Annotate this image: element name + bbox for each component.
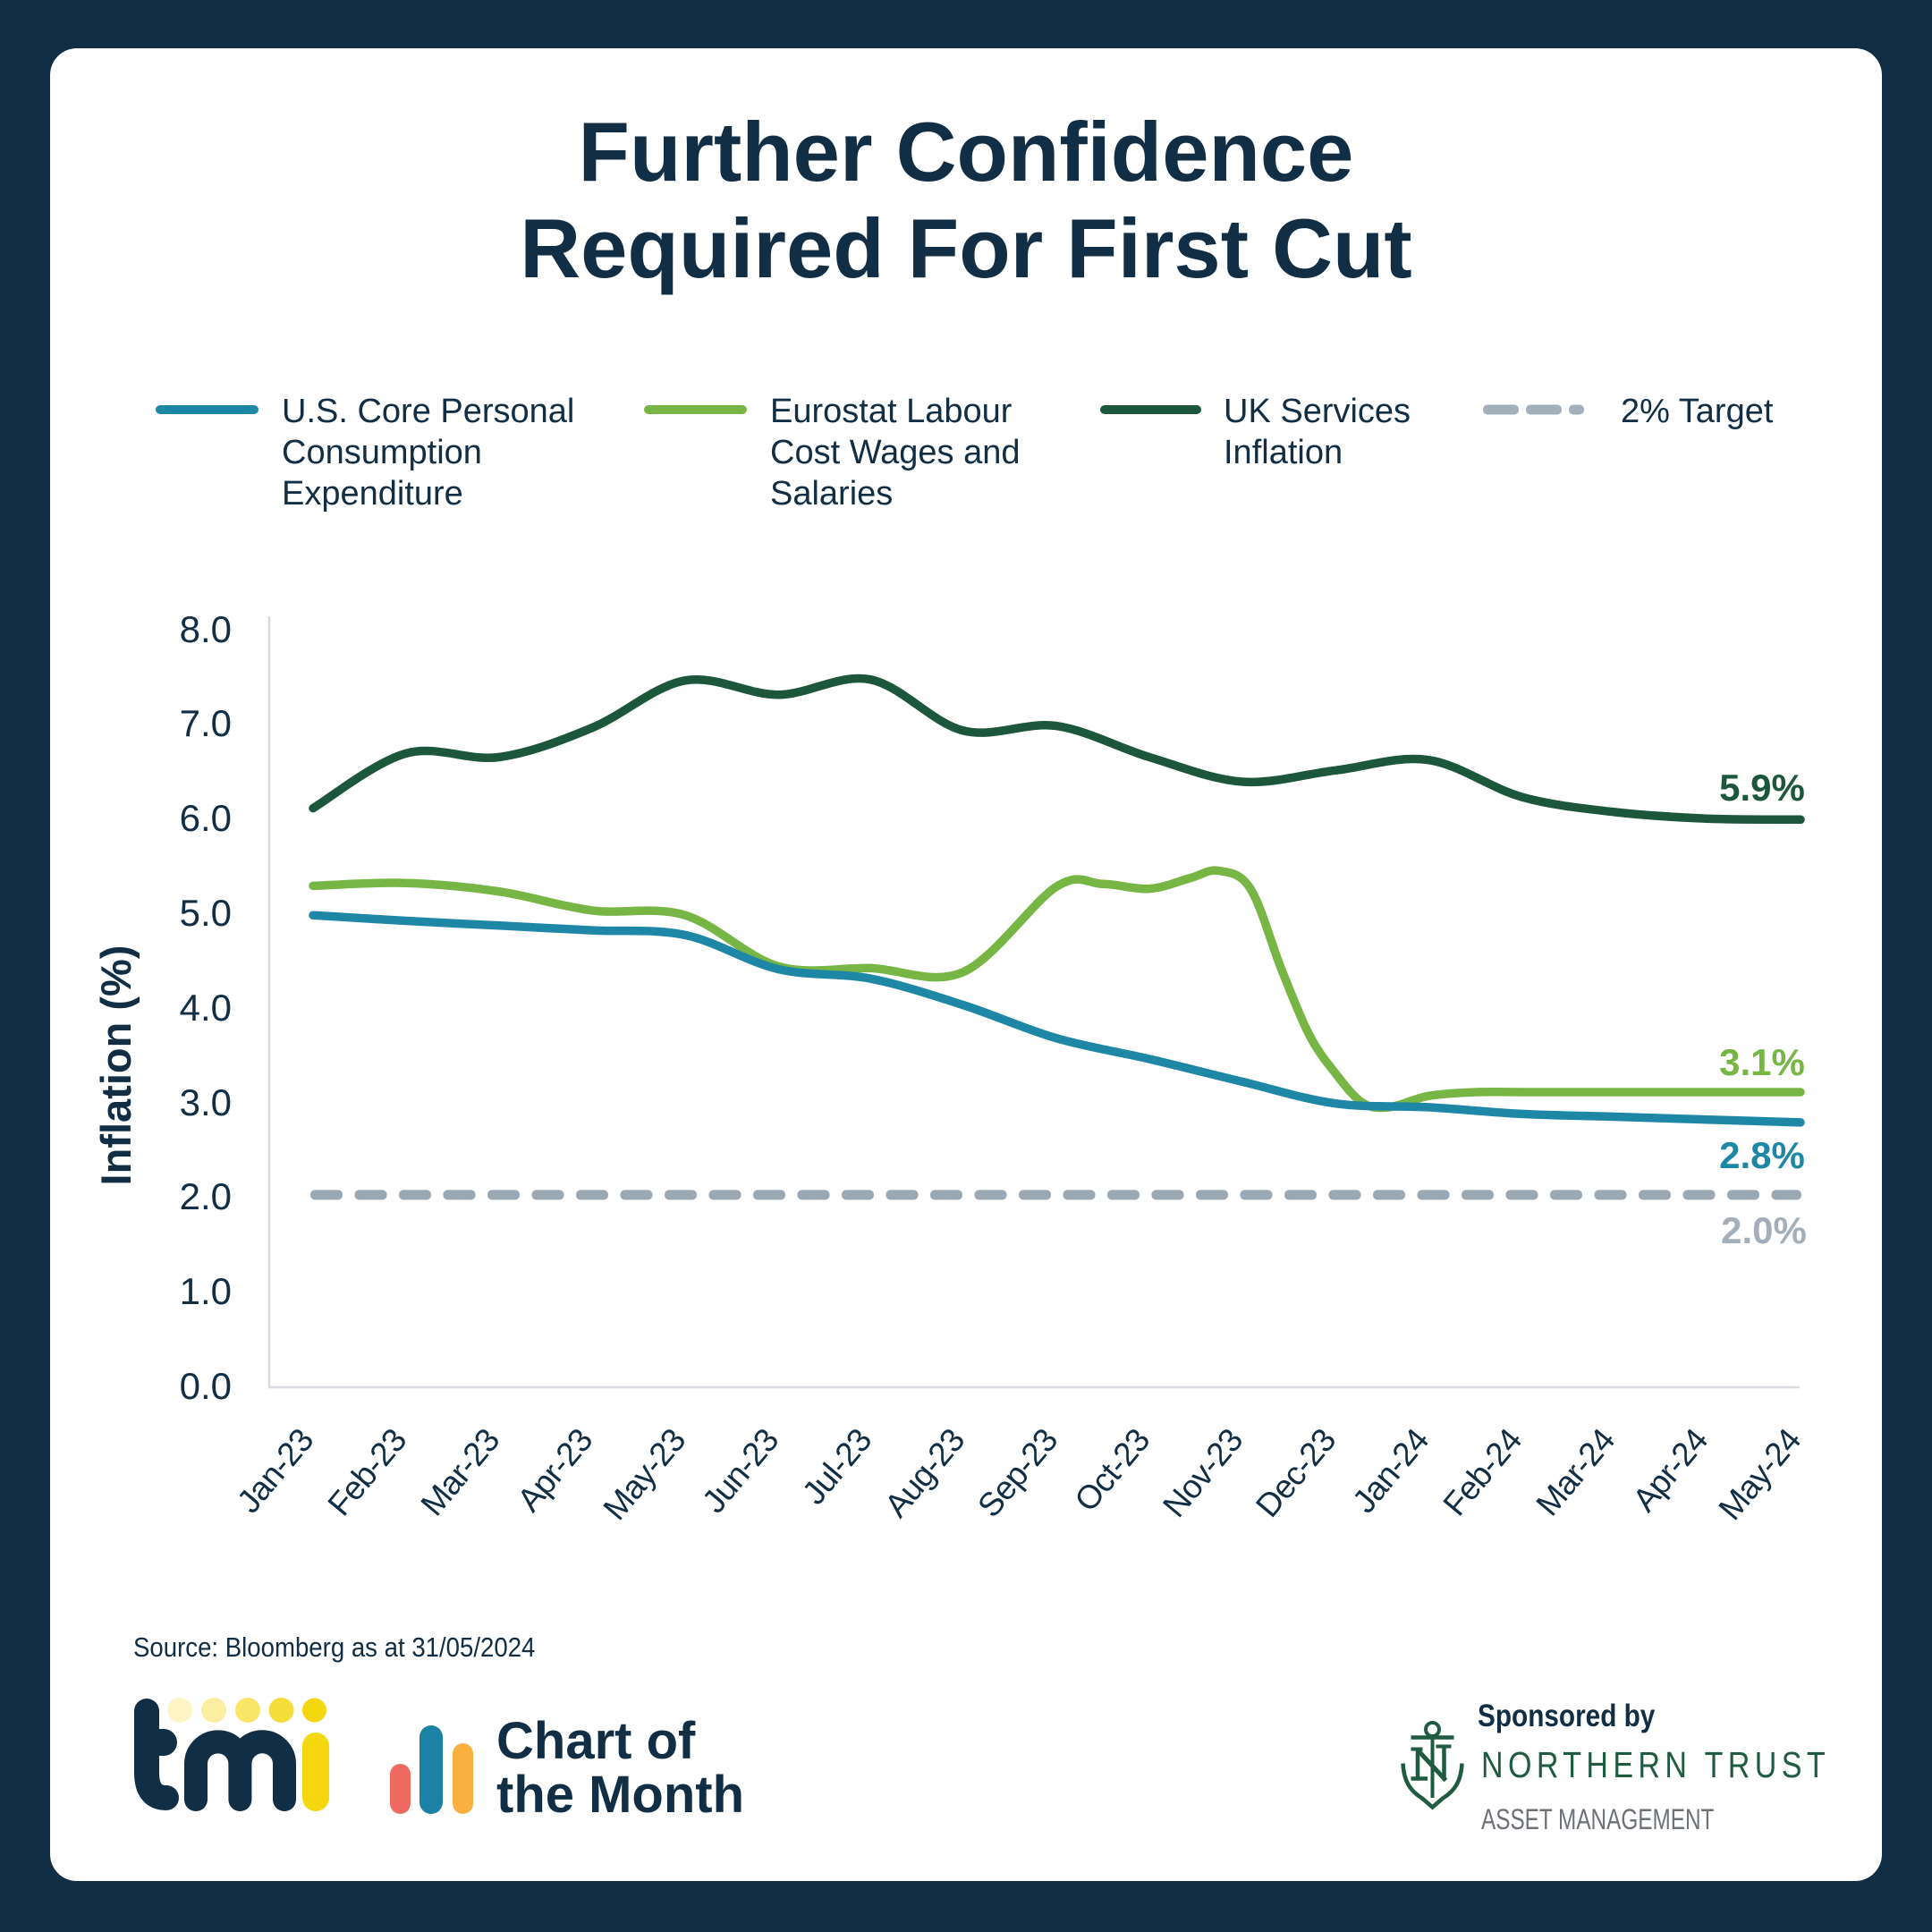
svg-text:Feb-23: Feb-23 (320, 1422, 413, 1522)
svg-text:Jun-23: Jun-23 (695, 1422, 785, 1520)
svg-text:May-24: May-24 (1712, 1422, 1809, 1527)
svg-text:5.9%: 5.9% (1719, 767, 1805, 809)
svg-text:Sep-23: Sep-23 (970, 1422, 1064, 1524)
svg-text:Mar-24: Mar-24 (1529, 1422, 1622, 1523)
svg-text:Aug-23: Aug-23 (877, 1422, 971, 1524)
svg-text:6.0: 6.0 (180, 797, 232, 839)
svg-text:Jan-24: Jan-24 (1345, 1422, 1436, 1521)
svg-text:Apr-24: Apr-24 (1625, 1422, 1715, 1519)
svg-text:Jul-23: Jul-23 (795, 1422, 878, 1512)
svg-text:Nov-23: Nov-23 (1156, 1422, 1250, 1524)
svg-text:4.0: 4.0 (180, 987, 232, 1029)
svg-text:2.8%: 2.8% (1719, 1134, 1805, 1176)
svg-text:Dec-23: Dec-23 (1249, 1422, 1343, 1524)
svg-text:Inflation (%): Inflation (%) (92, 945, 140, 1186)
svg-text:2.0%: 2.0% (1721, 1209, 1807, 1251)
svg-text:Mar-23: Mar-23 (413, 1422, 506, 1522)
svg-text:Jan-23: Jan-23 (230, 1422, 320, 1520)
svg-text:Oct-23: Oct-23 (1067, 1422, 1157, 1519)
svg-text:2.0: 2.0 (180, 1175, 232, 1217)
svg-text:Apr-23: Apr-23 (510, 1422, 599, 1519)
svg-text:3.1%: 3.1% (1719, 1041, 1805, 1083)
svg-text:1.0: 1.0 (180, 1270, 232, 1312)
svg-text:3.0: 3.0 (180, 1081, 232, 1123)
svg-text:Feb-24: Feb-24 (1436, 1422, 1529, 1523)
svg-text:8.0: 8.0 (180, 608, 232, 650)
svg-text:May-23: May-23 (597, 1422, 693, 1527)
svg-text:0.0: 0.0 (180, 1365, 232, 1407)
svg-text:5.0: 5.0 (180, 892, 232, 934)
svg-text:7.0: 7.0 (180, 702, 232, 744)
